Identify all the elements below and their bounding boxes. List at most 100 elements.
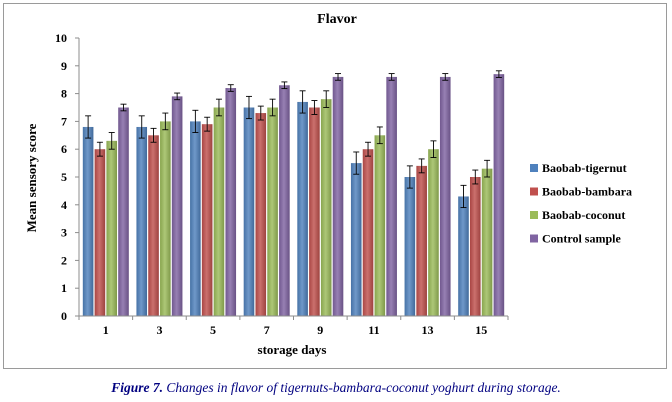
y-tick-label: 10 xyxy=(55,31,67,45)
y-axis-ticks: 0 1 2 3 4 5 6 7 8 9 10 xyxy=(55,31,79,323)
y-tick-label: 4 xyxy=(61,198,67,212)
bar xyxy=(404,177,416,316)
bar xyxy=(297,101,308,316)
y-tick-label: 1 xyxy=(61,281,67,295)
error-bar xyxy=(108,132,115,150)
error-bar xyxy=(85,115,92,139)
bar xyxy=(362,149,374,316)
error-bar xyxy=(162,112,169,131)
figure-caption-text: Changes in flavor of tigernuts-bambara-c… xyxy=(162,380,561,395)
bar xyxy=(82,126,94,317)
error-bar xyxy=(96,141,103,157)
error-bar xyxy=(484,159,491,178)
error-bar xyxy=(192,109,199,133)
error-bar xyxy=(299,90,306,114)
y-tick-label: 2 xyxy=(61,253,67,267)
figure-caption: Figure 7. Changes in flavor of tigernuts… xyxy=(0,380,672,396)
bar xyxy=(279,85,290,316)
error-bar xyxy=(376,126,383,145)
legend: Baobab-tigernut Baobab-bambara Baobab-coco… xyxy=(530,161,632,246)
legend-swatch xyxy=(530,211,538,219)
error-bar xyxy=(430,140,437,158)
bar xyxy=(213,107,225,316)
figure-caption-label: Figure 7. xyxy=(111,380,163,395)
bar xyxy=(416,165,427,316)
bar xyxy=(439,76,451,316)
bar xyxy=(493,74,505,316)
y-tick-label: 0 xyxy=(61,309,67,323)
bar xyxy=(201,124,213,317)
error-bar xyxy=(245,95,252,120)
error-bar xyxy=(120,103,127,112)
bar xyxy=(428,149,439,316)
legend-swatch xyxy=(530,164,538,172)
legend-label: Baobab-bambara xyxy=(542,185,632,199)
legend-swatch xyxy=(530,187,538,196)
chart-title: Flavor xyxy=(317,12,357,27)
bar xyxy=(255,113,267,316)
legend-swatch xyxy=(530,234,538,243)
legend-item: Control sample xyxy=(530,232,621,246)
x-tick-label: 1 xyxy=(103,323,109,337)
error-bar xyxy=(269,98,276,117)
bar xyxy=(190,121,201,317)
x-tick-label: 5 xyxy=(210,323,216,337)
bar xyxy=(136,126,148,317)
bar xyxy=(267,107,278,316)
bar xyxy=(243,107,255,316)
bar xyxy=(171,96,183,316)
error-bar xyxy=(204,116,211,132)
x-tick-label: 15 xyxy=(475,323,487,337)
y-tick-label: 3 xyxy=(61,226,67,240)
legend-item: Baobab-tigernut xyxy=(530,161,627,175)
y-axis-label: Mean sensory score xyxy=(24,123,39,232)
error-bar xyxy=(388,73,395,81)
error-bar xyxy=(335,73,342,81)
bar xyxy=(469,177,481,316)
bar xyxy=(320,99,332,316)
legend-item: Baobab-bambara xyxy=(530,185,632,199)
error-bar xyxy=(138,115,145,139)
y-tick-label: 6 xyxy=(61,142,67,156)
y-tick-label: 9 xyxy=(61,59,67,73)
bar xyxy=(148,135,159,316)
legend-label: Baobab-tigernut xyxy=(542,161,627,175)
x-axis-ticks: 1 3 5 7 9 11 13 15 xyxy=(78,316,509,337)
bar xyxy=(374,135,386,316)
x-tick-label: 9 xyxy=(317,323,323,337)
error-bar xyxy=(406,165,413,189)
error-bar xyxy=(460,184,467,209)
error-bar xyxy=(323,90,330,108)
y-tick-label: 5 xyxy=(61,170,67,184)
legend-label: Control sample xyxy=(542,232,621,246)
legend-label: Baobab-coconut xyxy=(542,208,625,222)
legend-item: Baobab-coconut xyxy=(530,208,625,222)
error-bar xyxy=(215,98,222,117)
bar xyxy=(118,107,129,316)
error-bar xyxy=(257,105,264,121)
bar xyxy=(386,76,397,316)
error-bar xyxy=(281,81,288,90)
error-bar xyxy=(150,127,157,143)
bar xyxy=(309,107,320,316)
bar xyxy=(481,168,493,316)
error-bar xyxy=(495,70,502,78)
error-bar xyxy=(353,151,360,175)
error-bar xyxy=(227,84,234,92)
error-bar xyxy=(365,141,372,157)
chart-axes xyxy=(78,38,508,317)
bar-chart: Flavor Mean sensory score storage days 0… xyxy=(24,12,632,357)
bar xyxy=(350,163,362,316)
bar xyxy=(160,121,171,317)
error-bar xyxy=(311,100,318,115)
x-tick-label: 3 xyxy=(156,323,162,337)
x-tick-label: 11 xyxy=(368,323,379,337)
x-axis-label: storage days xyxy=(258,342,327,357)
error-bar xyxy=(472,169,479,185)
bar xyxy=(94,149,106,316)
y-tick-label: 8 xyxy=(61,87,67,101)
bar-series-group xyxy=(82,70,505,317)
x-tick-label: 7 xyxy=(264,323,270,337)
error-bar xyxy=(442,73,449,81)
y-tick-label: 7 xyxy=(61,114,67,128)
